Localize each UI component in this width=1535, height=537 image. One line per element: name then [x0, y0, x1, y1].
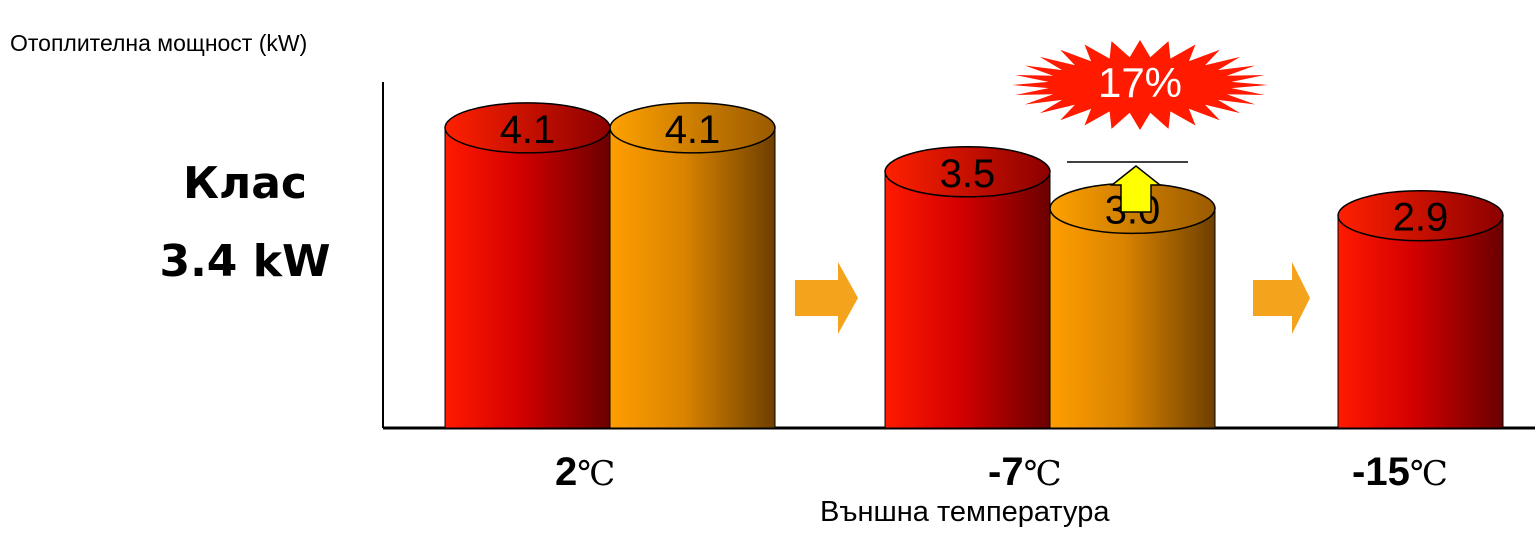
- flow-arrow-1: [795, 262, 858, 334]
- bar-2-0: [1337, 189, 1504, 429]
- chart-decorations: 17%: [795, 40, 1310, 334]
- callout-text: 17%: [1098, 59, 1182, 106]
- x-tick-minus15-unit: ℃: [1409, 454, 1448, 494]
- class-label: Клас 3.4 kW: [130, 145, 360, 301]
- x-tick-minus7-unit: ℃: [1023, 454, 1062, 494]
- x-tick-minus15-value: -15: [1352, 450, 1410, 494]
- data-label-1-0: 3.5: [940, 152, 996, 196]
- bar-1-0: [884, 146, 1051, 429]
- up-arrow-icon: [1109, 165, 1163, 213]
- data-label-0-1: 4.1: [665, 108, 721, 152]
- x-tick-minus7: -7℃: [988, 450, 1062, 495]
- bar-0-1: [609, 102, 776, 429]
- y-axis-label: Отоплителна мощност (kW): [10, 30, 308, 56]
- x-axis-title: Външна температура: [820, 496, 1110, 528]
- class-label-line2: 3.4 kW: [159, 236, 331, 287]
- x-tick-2: 2℃: [555, 450, 615, 495]
- starburst-callout: [1012, 40, 1268, 130]
- x-tick-2-unit: ℃: [577, 454, 616, 494]
- x-tick-minus15: -15℃: [1352, 450, 1448, 495]
- bar-0-0: [444, 102, 611, 429]
- x-tick-minus7-value: -7: [988, 450, 1024, 494]
- data-label-2-0: 2.9: [1393, 196, 1449, 240]
- x-tick-2-value: 2: [555, 450, 578, 494]
- data-label-0-0: 4.1: [500, 108, 556, 152]
- class-label-line1: Клас: [183, 158, 307, 209]
- flow-arrow-2: [1253, 262, 1310, 334]
